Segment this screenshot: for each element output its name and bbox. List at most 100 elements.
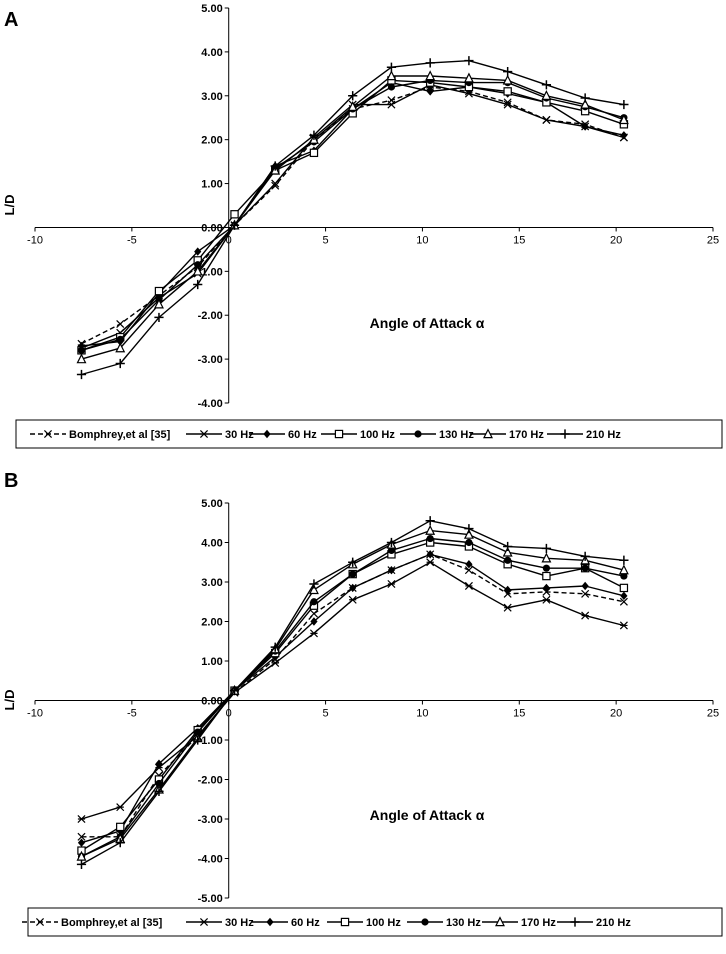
y-tick-label: -4.00 (198, 398, 223, 410)
x-tick-label: -5 (127, 708, 137, 720)
series-line (81, 553, 625, 844)
data-point (620, 131, 628, 140)
data-point (116, 822, 125, 832)
data-point (194, 261, 202, 269)
data-point (464, 566, 473, 575)
data-point (425, 58, 435, 68)
legend: Bomphrey,et al [35] 30 Hz 60 Hz 100 Hz 130 H… (22, 907, 723, 937)
data-point (503, 603, 512, 612)
legend-marker (199, 917, 209, 927)
data-point (426, 550, 434, 559)
series-1 (77, 80, 628, 353)
data-point (463, 72, 474, 83)
y-axis-label: L/D (2, 195, 17, 216)
data-point (193, 279, 203, 290)
y-tick-label: 4.00 (201, 47, 222, 59)
x-tick-label: -5 (127, 234, 137, 246)
y-tick-label: 5.00 (201, 3, 222, 15)
series-0 (77, 550, 628, 841)
y-tick-label: 4.00 (201, 538, 222, 550)
data-point (154, 312, 164, 323)
legend-marker (495, 916, 505, 927)
data-point (425, 524, 436, 535)
data-point (194, 728, 202, 736)
legend-box (27, 907, 723, 937)
data-point (541, 552, 552, 563)
data-point (349, 570, 357, 578)
data-point (386, 70, 397, 81)
data-point (463, 528, 474, 539)
y-tick-label: -3.00 (198, 354, 223, 366)
data-point (503, 87, 512, 96)
data-point (619, 555, 629, 565)
legend-label: 210 Hz (586, 429, 621, 441)
panel-letter: B (4, 470, 18, 492)
data-point (502, 546, 513, 557)
data-point (309, 148, 319, 158)
series-6 (76, 56, 629, 380)
data-point (230, 210, 239, 219)
legend-label: 30 Hz (225, 429, 254, 441)
legend-marker (421, 918, 429, 926)
data-point (464, 524, 474, 534)
data-point (115, 358, 125, 369)
data-point (309, 629, 318, 638)
data-point (581, 581, 589, 591)
data-point (541, 80, 552, 90)
data-point (580, 98, 591, 109)
data-point (619, 621, 628, 630)
chart-panel-a: A-4.00-3.00-2.00-1.000.001.002.003.004.0… (2, 3, 723, 449)
x-axis-label: Angle of Attack α (370, 807, 485, 823)
legend-marker (263, 429, 271, 439)
y-tick-label: 2.00 (201, 617, 222, 629)
legend-marker (199, 429, 209, 439)
data-point (271, 658, 280, 667)
data-point (387, 100, 396, 109)
data-point (77, 832, 86, 841)
data-point (192, 265, 203, 276)
data-point (309, 609, 318, 618)
x-axis-label: Angle of Attack α (370, 315, 485, 331)
data-point (154, 286, 164, 296)
data-point (310, 617, 318, 626)
y-tick-label: -1.00 (198, 735, 223, 747)
legend-marker (340, 917, 350, 927)
data-point (503, 98, 512, 107)
data-point (426, 87, 434, 96)
x-tick-label: -10 (27, 234, 43, 246)
data-point (426, 558, 435, 567)
y-axis-label: L/D (2, 690, 17, 711)
data-point (465, 560, 473, 569)
legend-label: 170 Hz (521, 917, 556, 929)
data-point (618, 564, 629, 575)
data-point (115, 838, 125, 848)
data-point (541, 543, 552, 554)
data-point (154, 298, 164, 309)
series-line (81, 84, 625, 349)
legend-marker (35, 917, 45, 927)
data-point (581, 122, 589, 131)
legend-label: 60 Hz (291, 917, 320, 929)
x-tick-label: 15 (513, 708, 525, 720)
data-point (542, 564, 551, 572)
legend-label: 100 Hz (360, 429, 395, 441)
series-line (81, 79, 625, 351)
legend-marker (266, 917, 274, 927)
x-tick-label: 5 (323, 234, 329, 246)
legend-label: Bomphrey,et al [35] (61, 917, 163, 929)
data-point (504, 585, 512, 595)
data-point (116, 335, 124, 343)
data-point (464, 581, 473, 590)
x-tick-label: 10 (416, 708, 428, 720)
data-point (271, 179, 280, 188)
y-tick-label: -2.00 (198, 310, 223, 322)
data-point (542, 115, 551, 124)
y-tick-label: -2.00 (198, 775, 223, 787)
data-point (309, 579, 319, 589)
data-point (542, 571, 551, 581)
series-line (81, 553, 625, 838)
data-point (193, 735, 203, 745)
data-point (348, 595, 357, 604)
legend-marker (414, 430, 422, 438)
y-tick-label: -5.00 (198, 893, 223, 905)
